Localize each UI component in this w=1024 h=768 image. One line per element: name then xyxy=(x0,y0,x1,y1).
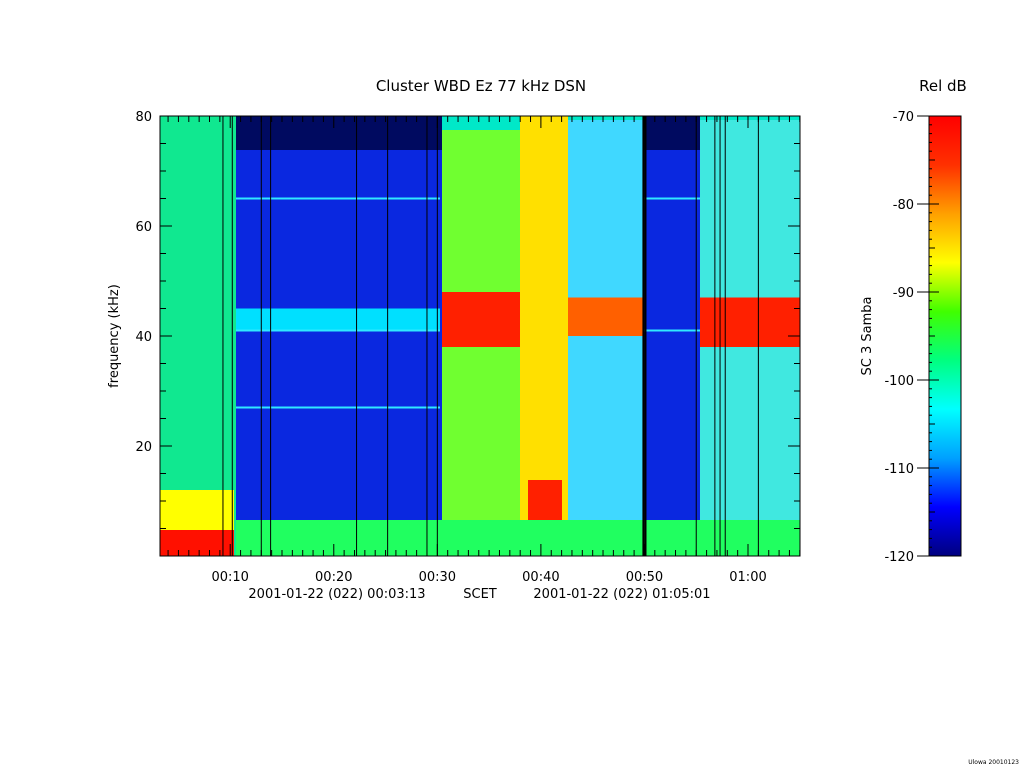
colorbar-tick-label: -70 xyxy=(893,110,914,125)
x-tick-label: 00:20 xyxy=(315,570,352,585)
colorbar-tick-label: -80 xyxy=(893,198,914,213)
y-axis-label: frequency (kHz) xyxy=(107,284,122,388)
colorbar-title: Rel dB xyxy=(919,77,967,95)
x-range-start-label: 2001-01-22 (022) 00:03:13 xyxy=(248,587,425,602)
x-tick-label: 00:30 xyxy=(419,570,456,585)
interference-line-b2 xyxy=(644,329,700,332)
spectrum-dark-band-2 xyxy=(644,116,700,150)
chart-title: Cluster WBD Ez 77 kHz DSN xyxy=(376,77,586,95)
y-axis-ticks: 20 40 60 80 xyxy=(135,110,800,557)
y-tick-label: 20 xyxy=(135,440,152,455)
x-axis-ticks: 00:10 00:20 00:30 00:40 00:50 01:00 xyxy=(167,116,801,585)
colorbar-tick-label: -120 xyxy=(884,550,914,565)
y-tick-label: 80 xyxy=(135,110,152,125)
colorbar-label: SC 3 Samba xyxy=(860,297,875,376)
interference-line-b1 xyxy=(644,197,700,200)
x-tick-label: 00:40 xyxy=(522,570,559,585)
spectrogram-plot: 20 40 60 80 00:10 00:20 00:30 00:40 00:50 01:00 xyxy=(135,110,801,585)
interference-line-2 xyxy=(236,329,440,332)
colorbar-ticks: -70 -80 -90 -100 -110 -120 xyxy=(884,110,939,565)
y-tick-label: 60 xyxy=(135,220,152,235)
interference-line-3 xyxy=(236,406,440,409)
plasma-line-2 xyxy=(442,292,520,347)
spectrum-depletion-region-1 xyxy=(236,150,442,520)
spectrogram-image xyxy=(160,116,800,556)
plasma-line-3 xyxy=(568,297,644,336)
x-range-end-label: 2001-01-22 (022) 01:05:01 xyxy=(533,587,710,602)
footer-credit: Ulowa 20010123 xyxy=(968,759,1019,766)
x-tick-label: 00:50 xyxy=(626,570,663,585)
y-tick-label: 40 xyxy=(135,330,152,345)
interference-line-1 xyxy=(236,197,440,200)
spectrum-low-freq-yellow xyxy=(160,490,234,530)
x-range-mid-label: SCET xyxy=(463,587,497,602)
spectrum-depletion-region-2 xyxy=(644,150,700,520)
spectrum-low-freq-green xyxy=(236,520,800,556)
colorbar-tick-label: -100 xyxy=(884,374,914,389)
colorbar-tick-label: -110 xyxy=(884,462,914,477)
spectrum-low-freq-band xyxy=(160,530,234,556)
x-tick-label: 00:10 xyxy=(211,570,248,585)
colorbar-tick-label: -90 xyxy=(893,286,914,301)
plasma-line-1 xyxy=(236,308,440,331)
plasma-line-4 xyxy=(700,297,800,347)
spectrum-dark-band-1 xyxy=(236,116,442,150)
x-tick-label: 01:00 xyxy=(729,570,766,585)
